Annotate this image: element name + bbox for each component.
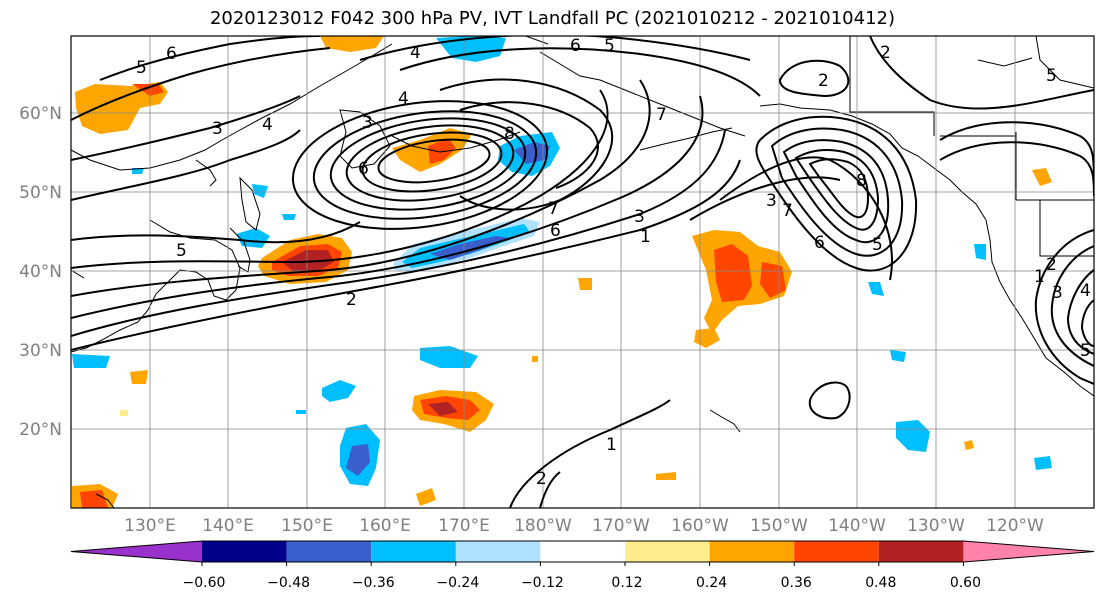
lon-label: 160°E <box>359 516 411 536</box>
colorbar-segment <box>540 541 625 562</box>
map-frame <box>70 35 1095 509</box>
lon-label: 180°W <box>514 516 572 536</box>
latitude-labels: 60°N 50°N 40°N 30°N 20°N <box>19 104 62 440</box>
colorbar-tick-label: 0.48 <box>865 575 896 591</box>
contour-label: 4 <box>1080 281 1091 301</box>
contour-label: 6 <box>550 221 561 241</box>
contour-label: 4 <box>410 43 421 63</box>
colorbar-segment <box>625 541 710 562</box>
lon-label: 150°E <box>281 516 333 536</box>
coastlines <box>71 36 1094 508</box>
contour-label: 1 <box>606 435 617 455</box>
contour-label: 2 <box>346 290 357 310</box>
contour-label: 5 <box>136 58 147 78</box>
lat-label: 30°N <box>19 341 62 361</box>
colorbar-tick-label: −0.36 <box>352 575 395 591</box>
lon-label: 130°E <box>124 516 176 536</box>
map-background <box>71 36 1094 508</box>
lon-label: 130°W <box>907 516 965 536</box>
contour-label: 7 <box>656 105 667 125</box>
contour-label: 2 <box>880 43 891 63</box>
lat-label: 50°N <box>19 183 62 203</box>
colorbar-tick-label: 0.24 <box>696 575 727 591</box>
contour-label: 5 <box>872 235 883 255</box>
contour-label: 5 <box>176 241 187 261</box>
contour-label: 6 <box>166 44 177 64</box>
contour-label: 5 <box>1080 341 1091 361</box>
colorbar-tick-label: 0.12 <box>611 575 642 591</box>
lon-label: 150°W <box>750 516 808 536</box>
contour-label: 2 <box>818 71 829 91</box>
lon-label: 170°E <box>438 516 490 536</box>
colorbar-tick-label: −0.12 <box>521 575 564 591</box>
colorbar-segment <box>455 541 541 562</box>
map-title: 2020123012 F042 300 hPa PV, IVT Landfall… <box>209 8 896 29</box>
contour-label: 1 <box>1034 267 1045 287</box>
ivt-positive-area <box>694 328 720 348</box>
lat-label: 20°N <box>19 420 62 440</box>
colorbar-tick-label: −0.24 <box>436 575 479 591</box>
contour-label: 5 <box>604 36 615 56</box>
contour-label: 4 <box>262 115 273 135</box>
colorbar-tick-label: −0.48 <box>267 575 310 591</box>
contour-labels: 6 5 4 6 5 3 4 4 3 8 7 2 5 7 6 3 1 6 5 2 … <box>136 36 1091 489</box>
ivt-shading <box>72 36 1052 508</box>
contour-label: 6 <box>570 36 581 56</box>
contour-label: 8 <box>856 171 867 191</box>
contour-label: 6 <box>358 159 369 179</box>
contour-label: 8 <box>504 124 515 144</box>
lon-label: 120°W <box>986 516 1044 536</box>
colorbar-segment <box>709 541 795 562</box>
colorbar-segment <box>878 541 964 562</box>
ivt-negative-area <box>420 346 478 368</box>
contour-label: 3 <box>634 207 645 227</box>
lat-label: 60°N <box>19 104 62 124</box>
contour-label: 6 <box>814 233 825 253</box>
lon-label: 170°W <box>592 516 650 536</box>
contour-label: 3 <box>362 113 373 133</box>
colorbar-segment <box>286 541 372 562</box>
colorbar-segment <box>794 541 879 562</box>
colorbar-segment <box>202 541 287 562</box>
colorbar-segment <box>371 541 456 562</box>
contour-label: 2 <box>1046 255 1057 275</box>
longitude-labels: 130°E 140°E 150°E 160°E 170°E 180°W 170°… <box>124 516 1044 536</box>
lon-label: 160°W <box>671 516 729 536</box>
contour-label: 3 <box>766 191 777 211</box>
colorbar: −0.60 −0.48 −0.36 −0.24 −0.12 0.12 0.24 0.36 0.4… <box>70 540 1095 591</box>
colorbar-tick-label: 0.36 <box>781 575 812 591</box>
contour-label: 7 <box>782 201 793 221</box>
colorbar-extend-min <box>71 541 202 562</box>
contour-label: 2 <box>536 469 547 489</box>
colorbar-tick-label: 0.60 <box>950 575 981 591</box>
colorbar-extend-max <box>963 541 1094 562</box>
contour-label: 7 <box>548 199 559 219</box>
contour-label: 1 <box>640 227 651 247</box>
lon-label: 140°W <box>828 516 886 536</box>
lat-label: 40°N <box>19 262 62 282</box>
lon-label: 140°E <box>202 516 254 536</box>
contour-label: 3 <box>212 119 223 139</box>
colorbar-tick-label: −0.60 <box>183 575 226 591</box>
contour-label: 4 <box>398 89 409 109</box>
contour-label: 3 <box>1052 283 1063 303</box>
contour-label: 5 <box>1046 66 1057 86</box>
ivt-positive-area <box>75 82 168 134</box>
